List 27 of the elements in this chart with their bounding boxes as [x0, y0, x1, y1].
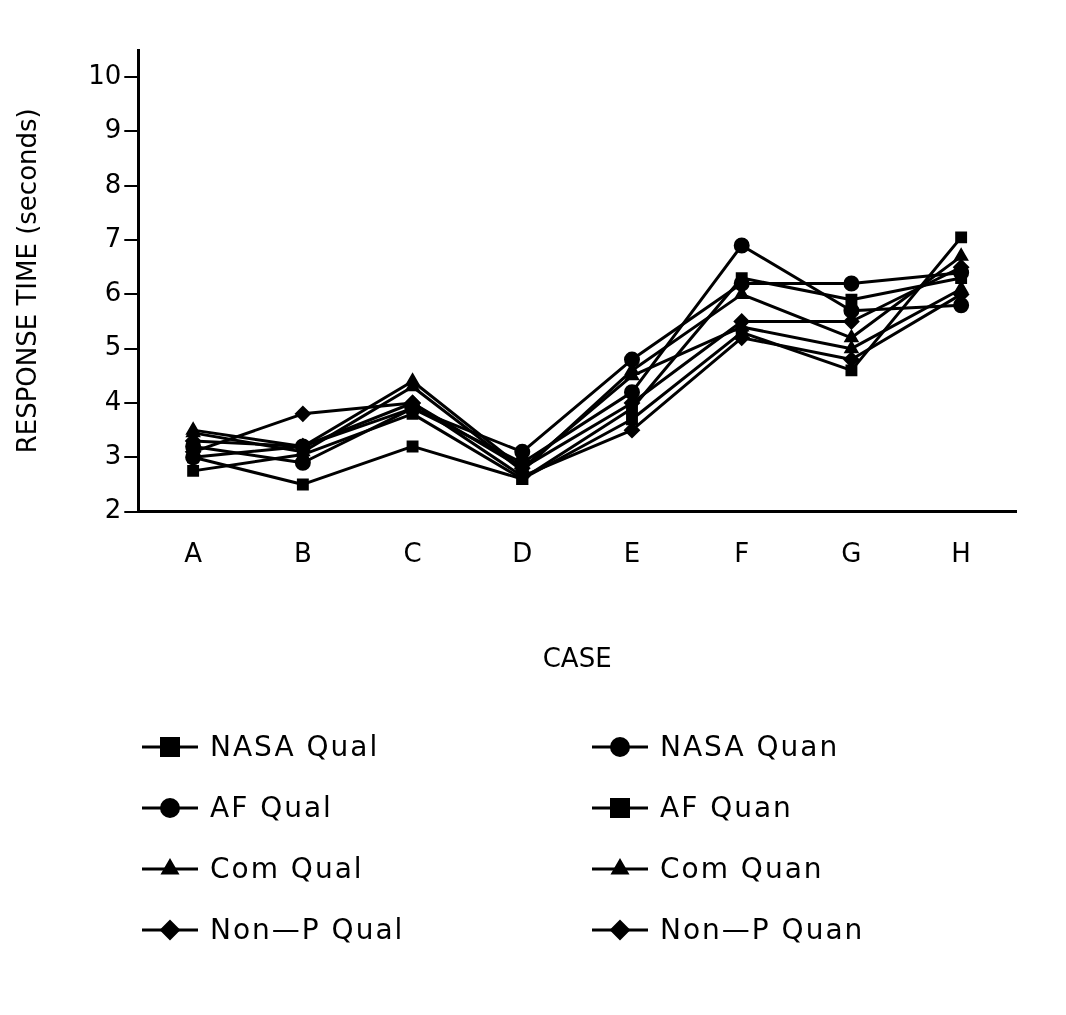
- y-tick-label: 6: [104, 277, 122, 308]
- y-tick-label: 3: [104, 440, 122, 471]
- x-tick-label: H: [951, 537, 971, 568]
- x-tick-label: B: [293, 537, 312, 568]
- y-tick-label: 9: [104, 114, 122, 145]
- y-tick-label: 5: [104, 331, 122, 362]
- y-axis-title: RESPONSE TIME (seconds): [12, 108, 43, 454]
- x-tick-label: C: [403, 537, 422, 568]
- legend-label: AF Quan: [660, 791, 793, 824]
- x-tick-label: D: [512, 537, 533, 568]
- legend-label: AF Qual: [210, 791, 333, 824]
- legend-label: Com Quan: [660, 852, 824, 885]
- x-tick-label: A: [184, 537, 203, 568]
- y-tick-label: 4: [104, 385, 122, 416]
- y-tick-label: 8: [104, 168, 122, 199]
- y-tick-label: 2: [104, 494, 122, 525]
- y-tick-label: 10: [88, 59, 122, 90]
- x-tick-label: E: [623, 537, 641, 568]
- legend-label: NASA Quan: [660, 730, 840, 763]
- legend-label: Com Qual: [210, 852, 364, 885]
- legend-label: NASA Qual: [210, 730, 380, 763]
- x-tick-label: G: [841, 537, 862, 568]
- y-tick-label: 7: [104, 222, 122, 253]
- x-tick-label: F: [734, 537, 750, 568]
- x-axis-title: CASE: [542, 643, 612, 674]
- legend-label: Non—P Quan: [660, 913, 865, 946]
- legend-label: Non—P Qual: [210, 913, 405, 946]
